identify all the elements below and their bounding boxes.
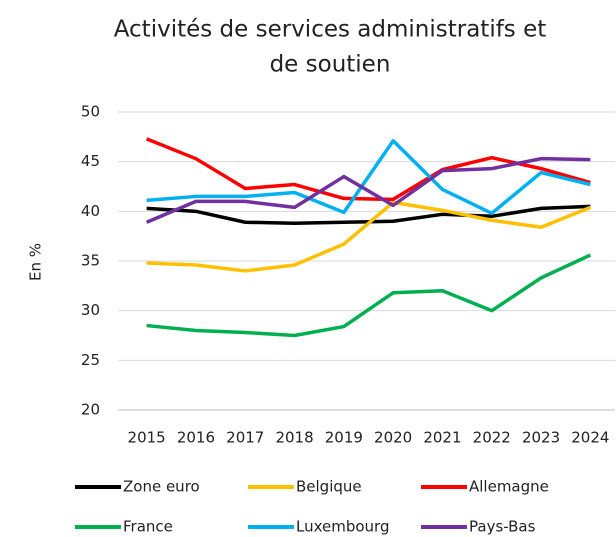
x-tick-label: 2024 (571, 429, 609, 447)
legend-label: Allemagne (469, 478, 549, 496)
y-axis-label: En % (27, 243, 45, 281)
y-tick-label: 50 (81, 103, 100, 121)
x-tick-label: 2020 (374, 429, 412, 447)
legend-label: Pays-Bas (469, 518, 536, 536)
y-tick-label: 45 (81, 152, 100, 170)
x-tick-label: 2017 (226, 429, 264, 447)
x-tick-label: 2018 (275, 429, 313, 447)
legend-label: Luxembourg (296, 518, 390, 536)
x-tick-label: 2015 (128, 429, 166, 447)
chart-title: Activités de services administratifs et (114, 17, 547, 43)
data-line (145, 156, 591, 224)
legend-label: Belgique (296, 478, 362, 496)
data-line (146, 139, 591, 216)
x-tick-label: 2022 (473, 429, 511, 447)
y-tick-label: 30 (81, 301, 100, 319)
x-tick-label: 2019 (325, 429, 363, 447)
data-line (146, 253, 592, 338)
y-tick-label: 35 (81, 252, 100, 270)
x-tick-label: 2023 (522, 429, 560, 447)
x-tick-label: 2016 (177, 429, 215, 447)
legend-label: France (123, 518, 173, 536)
y-tick-label: 40 (81, 202, 100, 220)
data-line (146, 204, 591, 226)
x-tick-label: 2021 (423, 429, 461, 447)
chart-title: de soutien (270, 52, 391, 78)
data-line (146, 200, 592, 273)
y-tick-label: 25 (81, 351, 100, 369)
legend-label: Zone euro (123, 478, 200, 496)
y-tick-label: 20 (81, 401, 100, 419)
